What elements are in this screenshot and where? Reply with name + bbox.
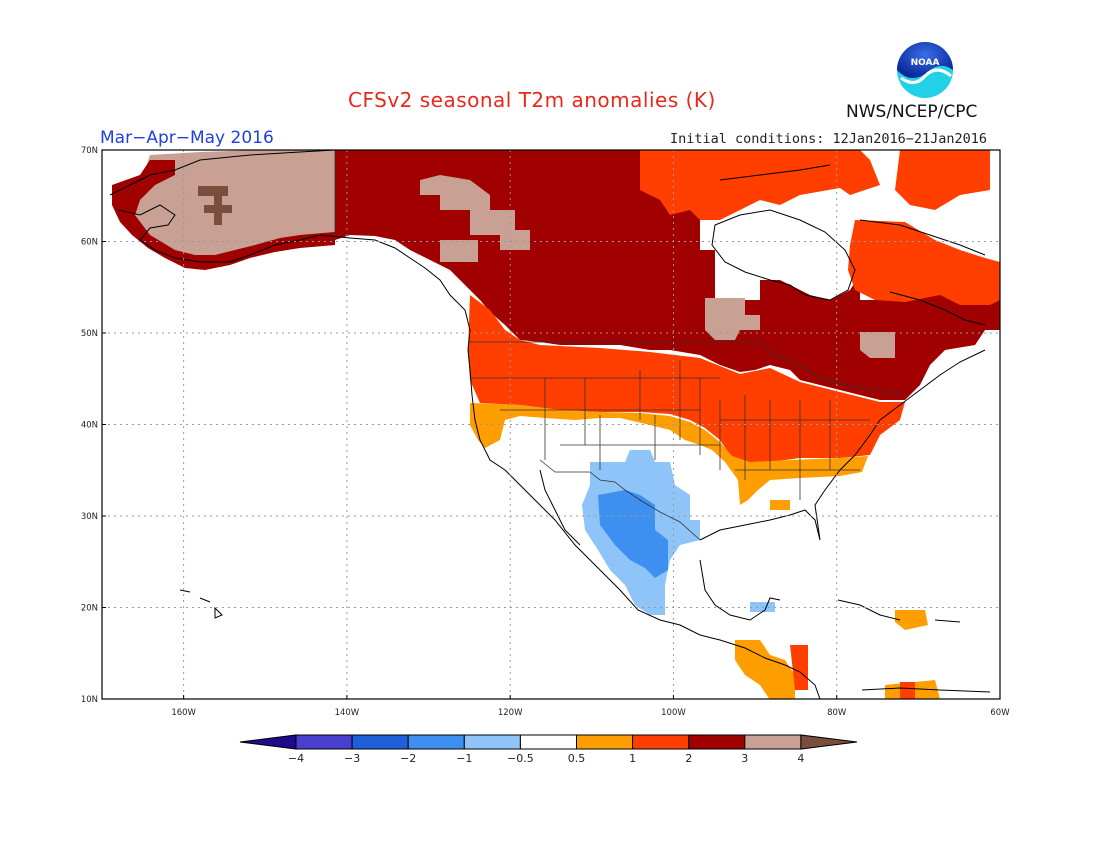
map-title: CFSv2 seasonal T2m anomalies (K) xyxy=(348,88,716,112)
colorbar-box xyxy=(463,734,521,750)
anomaly-caribbean-1 xyxy=(895,610,928,630)
axis-ticks xyxy=(102,149,1001,700)
colorbar-label: −3 xyxy=(344,752,360,765)
colorbar-box xyxy=(744,734,802,750)
anomaly-alaska-rim xyxy=(112,160,335,270)
anomaly-yukon-tan xyxy=(420,175,530,250)
colorbar-label: −1 xyxy=(456,752,472,765)
anomaly-tan-quebec xyxy=(860,332,895,358)
anomaly-hudson-bay xyxy=(712,215,860,300)
anomaly-alaska-max xyxy=(198,186,232,225)
colorbar-label: 0.5 xyxy=(568,752,586,765)
anomaly-southern-orange xyxy=(470,403,868,505)
lon-tick-label: 100W xyxy=(661,708,686,718)
colorbar-box xyxy=(688,734,746,750)
colorbar-label: 3 xyxy=(741,752,748,765)
lat-tick-label: 60N xyxy=(81,238,98,248)
anomaly-caribbean-3 xyxy=(900,682,915,699)
colorbar-box xyxy=(351,734,409,750)
anomaly-arctic-ne xyxy=(895,150,990,210)
colorbar-box xyxy=(632,734,690,750)
anomaly-florida xyxy=(770,500,790,510)
lat-tick-label: 20N xyxy=(81,604,98,614)
lon-tick-label: 160W xyxy=(171,708,196,718)
colorbar-box xyxy=(576,734,634,750)
coastlines xyxy=(109,150,991,699)
lat-tick-label: 10N xyxy=(81,695,98,705)
lon-tick-labels: 160W 140W 120W 100W 80W 60W xyxy=(171,708,1010,718)
anomaly-nw-mexico-core xyxy=(598,490,668,578)
lat-tick-label: 50N xyxy=(81,329,98,339)
lon-tick-label: 120W xyxy=(498,708,523,718)
colorbar-label: 4 xyxy=(797,752,804,765)
lat-tick-label: 40N xyxy=(81,421,98,431)
colorbar-box xyxy=(295,734,353,750)
lat-tick-label: 30N xyxy=(81,512,98,522)
noaa-logo-text: NOAA xyxy=(911,58,940,68)
colorbar-label: −2 xyxy=(400,752,416,765)
lon-tick-label: 140W xyxy=(335,708,360,718)
lat-tick-label: 70N xyxy=(81,146,98,156)
anomaly-tan-plains xyxy=(705,298,760,340)
colorbar-max-triangle xyxy=(800,734,857,750)
colorbar-box xyxy=(407,734,465,750)
season-label: Mar−Apr−May 2016 xyxy=(100,128,274,148)
initial-conditions-label: Initial conditions: 12Jan2016−21Jan2016 xyxy=(670,131,987,147)
colorbar-label: 2 xyxy=(685,752,692,765)
colorbar-box xyxy=(519,734,578,750)
colorbar-label: −0.5 xyxy=(507,752,534,765)
anomaly-fields xyxy=(112,150,1000,699)
anomaly-quebec xyxy=(848,220,1000,305)
lon-tick-label: 60W xyxy=(990,708,1010,718)
colorbar-min-triangle xyxy=(239,734,297,750)
colorbar-label: 1 xyxy=(629,752,636,765)
lat-tick-labels: 10N 20N 30N 40N 50N 60N 70N xyxy=(81,146,98,705)
lon-tick-label: 80W xyxy=(827,708,847,718)
graticule xyxy=(102,150,1000,699)
anomaly-central-america-2 xyxy=(790,645,808,690)
noaa-logo: NOAA xyxy=(897,42,953,98)
anomaly-tan-bc xyxy=(440,240,478,262)
agency-label: NWS/NCEP/CPC xyxy=(846,102,978,122)
political-borders xyxy=(334,150,906,541)
colorbar-label: −4 xyxy=(288,752,304,765)
anomaly-arctic-east xyxy=(640,150,880,220)
anomaly-central-america-1 xyxy=(735,640,795,699)
